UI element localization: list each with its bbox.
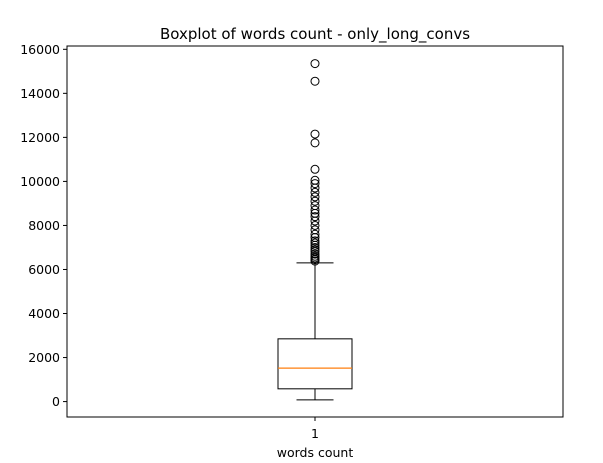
outlier-point (310, 164, 320, 174)
chart-title: Boxplot of words count - only_long_convs (160, 25, 470, 44)
outlier-point (310, 229, 320, 239)
y-tick-label: 4000 (28, 306, 60, 321)
outlier-point (310, 238, 320, 248)
outlier-point (310, 245, 320, 255)
outlier-point (310, 192, 320, 202)
outlier-point (310, 76, 320, 86)
y-tick-label: 0 (52, 394, 60, 409)
outlier-group (310, 59, 320, 266)
outlier-point (310, 236, 320, 246)
y-tick-label: 12000 (20, 130, 60, 145)
outlier-point (310, 187, 320, 197)
outlier-point (310, 179, 320, 189)
x-axis: 1 (311, 417, 319, 441)
plot-frame (66, 45, 564, 418)
box-group (277, 262, 353, 401)
plot-area (67, 46, 563, 417)
outlier-point (310, 220, 320, 230)
outlier-point (310, 251, 320, 261)
outlier-point (310, 225, 320, 235)
y-tick-label: 16000 (20, 42, 60, 57)
outlier-point (310, 138, 320, 148)
outlier-point (310, 249, 320, 259)
y-axis: 0 2000 4000 6000 8000 10000 12000 14000 16000 (20, 42, 67, 409)
y-tick-label: 14000 (20, 86, 60, 101)
y-tick-label: 2000 (28, 350, 60, 365)
outlier-point (310, 196, 320, 206)
outlier-point (310, 175, 320, 185)
outlier-point (310, 205, 320, 215)
outlier-point (310, 129, 320, 139)
y-tick-label: 8000 (28, 218, 60, 233)
outlier-point (310, 59, 320, 69)
y-tick-label: 6000 (28, 262, 60, 277)
box-iqr (277, 338, 353, 390)
y-tick-label: 10000 (20, 174, 60, 189)
x-axis-label: words count (277, 445, 354, 460)
outlier-point (310, 212, 320, 222)
outlier-point (310, 242, 320, 252)
x-tick-label: 1 (311, 426, 319, 441)
outlier-point (310, 201, 320, 211)
